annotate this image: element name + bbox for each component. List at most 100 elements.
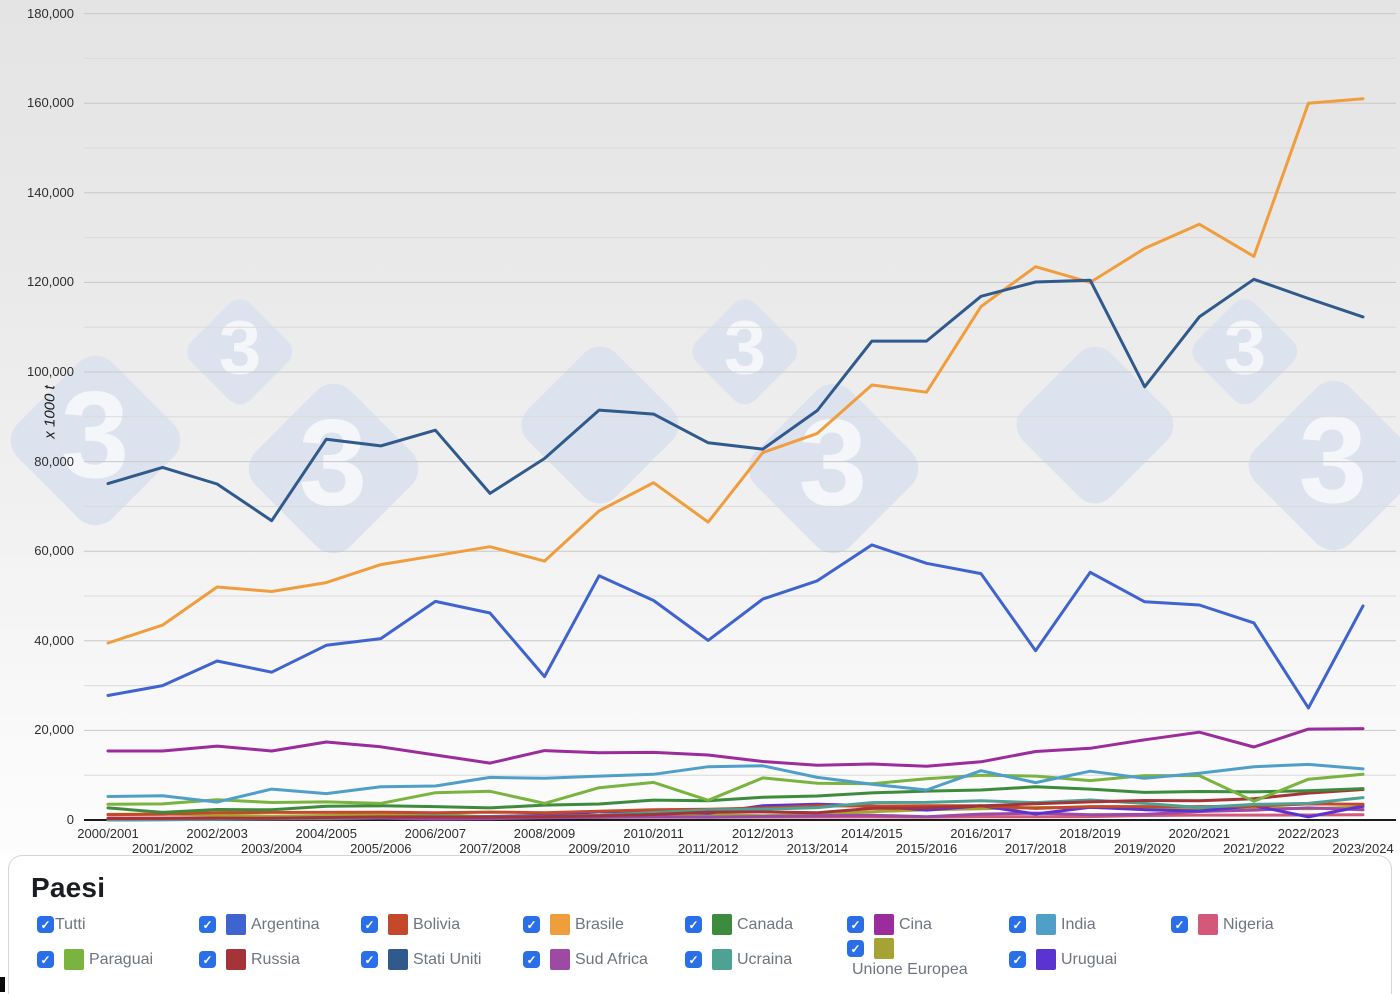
legend-label-tutti: Tutti (55, 915, 86, 933)
legend-item-unione-europea[interactable]: ✓ Unione Europea (847, 938, 1009, 981)
legend-label-bolivia: Bolivia (413, 915, 461, 933)
y-tick-label: 60,000 (34, 543, 74, 559)
legend-panel: Paesi ✓ Tutti ✓ Argentina ✓ Bolivia ✓ Brasile ✓ C… (8, 855, 1392, 994)
checkbox-bolivia[interactable]: ✓ (361, 916, 378, 933)
watermark-3-glyph: 3 (1223, 305, 1267, 391)
legend-item-india[interactable]: ✓ India (1009, 913, 1171, 936)
color-swatch-nigeria (1198, 914, 1218, 935)
y-tick-label: 40,000 (34, 632, 74, 648)
legend-item-bolivia[interactable]: ✓ Bolivia (361, 913, 523, 936)
watermark: 3 (1233, 365, 1400, 566)
checkbox-stati-uniti[interactable]: ✓ (361, 951, 378, 968)
color-swatch-sud-africa (550, 949, 570, 970)
legend-label-unione-europea: Unione Europea (852, 961, 968, 978)
series-line-canada (106, 785, 1365, 814)
y-tick-label: 20,000 (34, 722, 74, 738)
watermark: 3 (0, 340, 196, 541)
x-tick-label: 2003/2004 (240, 841, 303, 855)
color-swatch-cina (874, 914, 894, 935)
legend-item-tutti[interactable]: ✓ Tutti (37, 913, 199, 936)
legend-item-brasile[interactable]: ✓ Brasile (523, 913, 685, 936)
checkbox-sud-africa[interactable]: ✓ (523, 951, 540, 968)
checkbox-unione-europea[interactable]: ✓ (847, 940, 864, 957)
x-tick-label: 2000/2001 (77, 826, 139, 841)
legend-item-russia[interactable]: ✓ Russia (199, 938, 361, 981)
legend-item-ucraina[interactable]: ✓ Ucraina (685, 938, 847, 981)
series-line-brasile (106, 97, 1365, 645)
color-swatch-uruguai (1036, 949, 1056, 970)
series-line-russia (106, 788, 1365, 820)
y-tick-label: 120,000 (27, 274, 74, 290)
y-tick-label: 100,000 (27, 364, 74, 379)
checkbox-argentina[interactable]: ✓ (199, 916, 216, 933)
legend-item-uruguai[interactable]: ✓ Uruguai (1009, 938, 1171, 981)
legend-label-ucraina: Ucraina (737, 950, 793, 968)
x-tick-label: 2011/2012 (677, 841, 739, 855)
checkbox-brasile[interactable]: ✓ (523, 916, 540, 933)
x-tick-label: 2005/2006 (350, 841, 412, 855)
legend-label-sud-africa: Sud Africa (575, 950, 648, 968)
watermark-3-glyph: 3 (798, 394, 868, 532)
x-tick-label: 2009/2010 (568, 841, 630, 855)
x-tick-label: 2010/2011 (623, 826, 684, 841)
legend-item-sud-africa[interactable]: ✓ Sud Africa (523, 938, 685, 981)
series-line-india (106, 762, 1365, 804)
y-tick-label: 80,000 (34, 453, 74, 469)
x-tick-label: 2002/2003 (186, 826, 248, 841)
x-tick-label: 2023/2024 (1332, 841, 1394, 855)
x-tick-label: 2018/2019 (1059, 826, 1121, 841)
series-line-stati-uniti (106, 277, 1365, 523)
watermark: 3 (178, 290, 303, 415)
watermark-3-glyph: 3 (1298, 391, 1368, 529)
checkbox-nigeria[interactable]: ✓ (1171, 916, 1188, 933)
checkbox-ucraina[interactable]: ✓ (685, 951, 702, 968)
legend-item-nigeria[interactable]: ✓ Nigeria (1171, 913, 1333, 936)
color-swatch-canada (712, 914, 732, 935)
y-tick-label: 0 (66, 812, 74, 827)
x-tick-label: 2016/2017 (950, 826, 1012, 841)
x-tick-label: 2019/2020 (1114, 841, 1176, 855)
x-tick-label: 2006/2007 (404, 826, 467, 841)
legend-label-uruguai: Uruguai (1061, 950, 1118, 968)
x-tick-label: 2008/2009 (513, 826, 576, 841)
series-line-paraguai (106, 772, 1365, 806)
checkbox-india[interactable]: ✓ (1009, 916, 1026, 933)
checkbox-tutti[interactable]: ✓ (37, 916, 54, 933)
legend-item-stati-uniti[interactable]: ✓ Stati Uniti (361, 938, 523, 981)
checkbox-paraguai[interactable]: ✓ (37, 951, 54, 968)
x-tick-label: 2007/2008 (459, 841, 521, 855)
color-swatch-russia (226, 949, 246, 970)
series-line-argentina (106, 543, 1365, 710)
legend-item-paraguai[interactable]: ✓ Paraguai (37, 938, 199, 981)
color-swatch-unione-europea (874, 938, 894, 959)
color-swatch-paraguai (64, 949, 84, 970)
checkbox-cina[interactable]: ✓ (847, 916, 864, 933)
legend-label-nigeria: Nigeria (1223, 915, 1274, 933)
x-tick-label: 2013/2014 (786, 841, 849, 855)
legend-label-canada: Canada (737, 915, 794, 933)
color-swatch-brasile (550, 914, 570, 935)
legend-label-cina: Cina (899, 915, 932, 933)
line-chart (84, 13, 1396, 822)
y-tick-label: 180,000 (27, 5, 74, 21)
legend-label-stati-uniti: Stati Uniti (413, 950, 482, 968)
legend-label-india: India (1061, 915, 1096, 933)
x-tick-label: 2020/2021 (1168, 826, 1231, 841)
watermark-3-glyph: 3 (218, 305, 262, 391)
legend-item-argentina[interactable]: ✓ Argentina (199, 913, 361, 936)
legend-label-paraguai: Paraguai (89, 950, 154, 968)
checkbox-canada[interactable]: ✓ (685, 916, 702, 933)
legend-item-canada[interactable]: ✓ Canada (685, 913, 847, 936)
legend-item-cina[interactable]: ✓ Cina (847, 913, 1009, 936)
series-line-unione-europea (106, 805, 1365, 819)
y-axis-title: x 1000 t (41, 385, 59, 439)
legend-grid: ✓ Tutti ✓ Argentina ✓ Bolivia ✓ Brasile ✓ Canada ✓… (9, 913, 1391, 981)
checkbox-uruguai[interactable]: ✓ (1009, 951, 1026, 968)
legend-label-russia: Russia (251, 950, 300, 968)
y-tick-label: 160,000 (27, 95, 74, 111)
watermark: 3 (683, 290, 808, 415)
x-tick-label: 2015/2016 (895, 841, 958, 855)
x-tick-label: 2017/2018 (1004, 841, 1067, 855)
checkbox-russia[interactable]: ✓ (199, 951, 216, 968)
